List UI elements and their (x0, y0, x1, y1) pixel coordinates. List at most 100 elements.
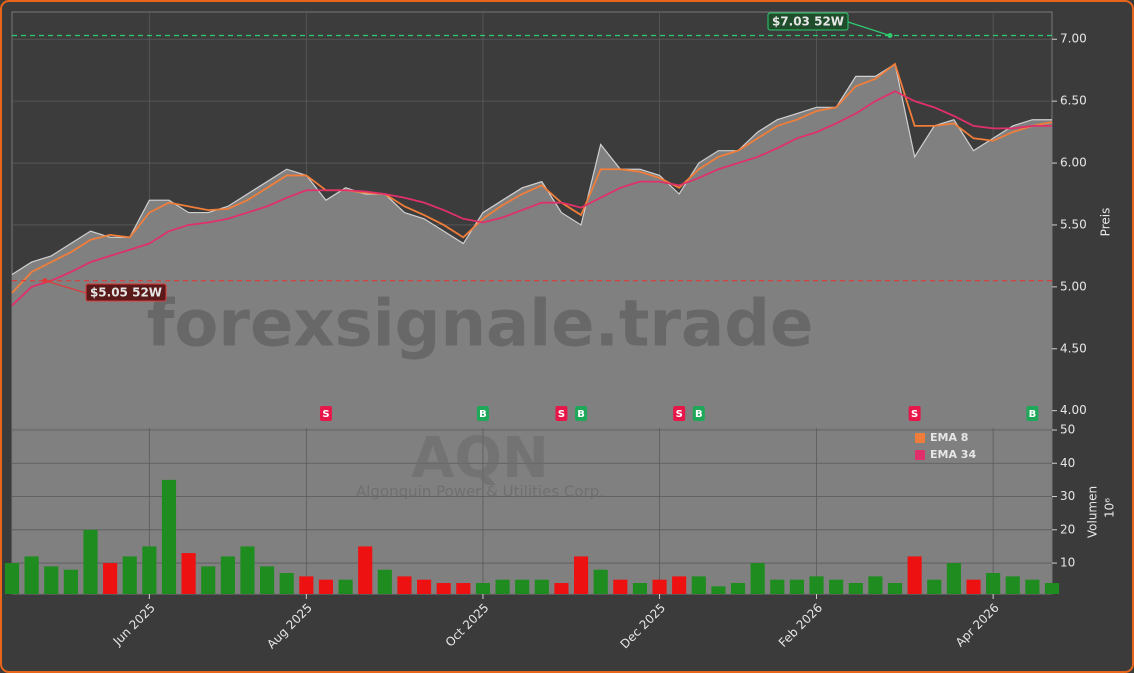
volume-bar (83, 529, 98, 594)
volume-bar (279, 573, 294, 594)
week52-arrow-head (887, 33, 893, 39)
volume-bar (887, 583, 903, 594)
y-tick-label: 5.00 (1060, 279, 1087, 293)
volume-bar (829, 579, 844, 594)
volume-axis-label: Volumen (1086, 486, 1100, 538)
volume-bar (632, 583, 647, 594)
y-tick-label: 30 (1060, 489, 1075, 503)
legend-swatch (915, 433, 925, 443)
week52-label: $7.03 52W (772, 15, 844, 29)
volume-bar (338, 579, 353, 594)
signal-label: S (558, 409, 565, 420)
signal-box (575, 406, 588, 421)
week52-arrow-head (42, 278, 48, 284)
volume-bar (593, 569, 608, 594)
week52-label: $5.05 52W (90, 286, 162, 300)
volume-bar (358, 546, 373, 594)
y-tick-label: 7.00 (1060, 32, 1087, 46)
volume-bar (397, 576, 412, 594)
volume-bar (24, 556, 39, 594)
marks-layer (4, 34, 1060, 594)
volume-bar (495, 579, 510, 594)
volume-bar (809, 576, 824, 594)
signal-box (319, 406, 332, 421)
signal-label: B (479, 409, 487, 420)
volume-bar (770, 579, 785, 594)
y-tick-label: 6.50 (1060, 94, 1087, 108)
signal-label: B (1029, 409, 1037, 420)
volume-bar (927, 579, 942, 594)
legend-label: EMA 34 (930, 448, 976, 461)
volume-bar (672, 576, 687, 594)
volume-bar (652, 579, 667, 594)
volume-bar (142, 546, 157, 594)
volume-bar (750, 563, 765, 594)
volume-bar (711, 586, 726, 594)
signal-box (673, 406, 686, 421)
price-line (11, 63, 1052, 275)
y-tick-label: 5.50 (1060, 217, 1087, 231)
ema-line (11, 62, 1053, 294)
volume-bar (946, 563, 961, 594)
volume-bar (260, 566, 275, 594)
signal-label: S (322, 409, 329, 420)
volume-bar (417, 579, 432, 594)
signal-label: S (676, 409, 683, 420)
volume-bar (436, 583, 451, 594)
volume-bar (181, 553, 196, 594)
volume-bar (475, 583, 491, 594)
signal-label: B (577, 409, 585, 420)
y-tick-label: 10 (1060, 556, 1075, 570)
volume-bar (1044, 583, 1060, 594)
volume-bar (848, 583, 863, 594)
y-tick-label: 6.00 (1060, 156, 1087, 170)
week52-arrow (847, 21, 891, 37)
symbol-watermark: AQN (411, 426, 549, 491)
y-tick-label: 20 (1060, 522, 1075, 536)
volume-bar (377, 569, 392, 594)
volume-bar (691, 576, 706, 594)
volume-bar (161, 479, 177, 594)
volume-bar (240, 546, 255, 594)
volume-bar (201, 566, 216, 594)
volume-bar (220, 556, 235, 594)
company-watermark: Algonquin Power & Utilities Corp. (356, 483, 604, 501)
volume-bar (868, 576, 883, 594)
price-axis-label: Preis (1099, 208, 1113, 237)
signal-box (908, 406, 921, 421)
volume-bar (122, 556, 137, 594)
signal-label: S (911, 409, 918, 420)
volume-unit: 10⁶ (1103, 498, 1117, 518)
week52-label-box (767, 12, 849, 31)
volume-bar (318, 579, 334, 594)
price-area (12, 64, 1052, 428)
y-tick-label: 50 (1060, 422, 1075, 436)
signal-box (555, 406, 568, 421)
volume-bar (1025, 579, 1040, 594)
volume-bar (456, 583, 471, 594)
volume-bar (554, 583, 569, 594)
signal-box (1026, 406, 1039, 421)
ema-line (11, 90, 1052, 307)
week52-arrow (44, 280, 87, 294)
y-tick-label: 40 (1060, 456, 1075, 470)
legend-label: EMA 8 (930, 431, 968, 444)
volume-bar (573, 556, 589, 594)
grid-layer (12, 12, 1052, 594)
y-tick-label: 4.50 (1060, 341, 1087, 355)
volume-bar (986, 573, 1001, 594)
signal-box (476, 406, 489, 421)
volume-bar (63, 569, 78, 594)
volume-bar (789, 579, 804, 594)
y-tick-label: 4.00 (1060, 403, 1087, 417)
volume-bar (534, 579, 549, 594)
signal-label: B (695, 409, 703, 420)
volume-bar (103, 563, 118, 594)
legend-swatch (915, 450, 925, 460)
volume-bar (1005, 576, 1020, 594)
volume-bar (730, 583, 746, 594)
volume-bar (44, 566, 59, 594)
volume-bar (4, 563, 20, 594)
volume-bar (299, 576, 314, 594)
